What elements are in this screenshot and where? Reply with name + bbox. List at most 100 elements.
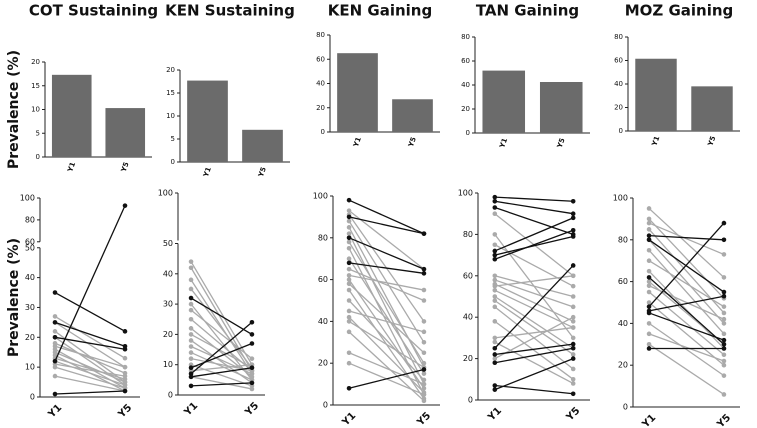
point xyxy=(421,367,427,372)
pair-line xyxy=(54,351,126,383)
pair-line xyxy=(648,218,725,299)
point xyxy=(421,360,427,366)
pair-line xyxy=(648,222,725,256)
y-tick-label: 20 xyxy=(318,359,328,368)
pair-line xyxy=(348,216,425,235)
pair-line xyxy=(648,333,725,362)
point xyxy=(52,335,58,340)
point xyxy=(570,356,576,361)
x-tick-label: Y5 xyxy=(706,135,717,148)
y-tick-label: 60 xyxy=(461,57,470,65)
point xyxy=(492,387,498,392)
x-tick-label: Y1 xyxy=(486,405,505,424)
chart-title: MOZ Gaining xyxy=(625,2,734,20)
point xyxy=(646,237,652,243)
point xyxy=(570,283,576,289)
point xyxy=(421,371,427,376)
point xyxy=(188,383,194,389)
pair-line xyxy=(494,341,574,385)
point xyxy=(122,329,128,334)
point xyxy=(646,346,652,351)
y-tick-label: 100 xyxy=(20,194,35,203)
pair-line xyxy=(190,303,253,381)
point xyxy=(421,377,427,383)
y-tick-label: 10 xyxy=(25,363,35,372)
point xyxy=(346,214,352,220)
pair-line xyxy=(348,262,425,274)
point xyxy=(721,252,727,257)
y-tick-label: 50 xyxy=(25,243,35,252)
point xyxy=(721,346,727,351)
point xyxy=(421,398,427,404)
point xyxy=(492,294,498,299)
point xyxy=(570,211,576,216)
x-tick-label: Y5 xyxy=(715,412,734,428)
y-tick-label: 0 xyxy=(619,127,623,135)
point xyxy=(188,259,194,264)
point xyxy=(346,319,352,324)
point xyxy=(570,377,576,382)
pair-line xyxy=(54,366,126,389)
y-tick-label: 0 xyxy=(323,401,328,410)
x-tick-label: Y1 xyxy=(650,135,661,148)
point xyxy=(421,266,427,272)
x-tick-label: Y1 xyxy=(640,412,659,428)
point xyxy=(646,331,652,337)
pair-line xyxy=(348,352,425,385)
point xyxy=(421,319,427,324)
chart-title: KEN Gaining xyxy=(328,2,432,20)
bar xyxy=(187,80,228,162)
y-tick-label: 60 xyxy=(25,237,35,246)
point xyxy=(421,350,427,356)
point xyxy=(249,341,255,346)
pair-line xyxy=(348,368,425,389)
pair-line xyxy=(648,343,725,396)
point xyxy=(122,388,128,394)
point xyxy=(52,320,58,325)
point xyxy=(492,345,498,351)
pair-line xyxy=(648,239,725,324)
point xyxy=(570,294,576,299)
x-tick-label: Y5 xyxy=(257,166,268,179)
pair-line xyxy=(348,258,425,375)
x-tick-label: Y1 xyxy=(352,136,363,149)
y-tick-label: 5 xyxy=(36,129,40,137)
pair-line xyxy=(494,357,574,391)
point xyxy=(346,197,352,203)
pair-line xyxy=(190,376,253,390)
pair-line xyxy=(54,357,126,380)
pair-line xyxy=(348,241,425,364)
point xyxy=(188,307,194,313)
y-tick-label: 0 xyxy=(171,158,175,166)
pair-line xyxy=(54,291,126,332)
bar xyxy=(482,70,526,133)
pair-line xyxy=(494,343,574,356)
y-tick-label: 40 xyxy=(463,313,473,322)
y-tick-label: 100 xyxy=(613,194,628,203)
point xyxy=(52,391,58,397)
point xyxy=(249,386,255,392)
point xyxy=(188,277,194,283)
pair-line xyxy=(348,310,425,333)
y-tick-label: 50 xyxy=(163,239,173,248)
x-tick-label: Y1 xyxy=(498,137,509,150)
point xyxy=(492,335,498,341)
pair-line xyxy=(494,275,574,287)
point xyxy=(249,356,255,361)
point xyxy=(721,275,727,280)
pair-line xyxy=(648,249,725,335)
pair-line xyxy=(494,347,574,364)
point xyxy=(721,331,727,337)
y-tick-label: 15 xyxy=(166,89,175,97)
bar xyxy=(539,82,583,133)
point xyxy=(721,220,727,226)
y-tick-label: 20 xyxy=(31,58,40,66)
point xyxy=(52,364,58,370)
point xyxy=(346,218,352,224)
y-tick-label: 20 xyxy=(618,361,628,370)
x-tick-label: Y1 xyxy=(46,402,65,421)
point xyxy=(492,256,498,262)
point xyxy=(346,329,352,335)
pair-line xyxy=(494,265,574,349)
point xyxy=(492,205,498,210)
